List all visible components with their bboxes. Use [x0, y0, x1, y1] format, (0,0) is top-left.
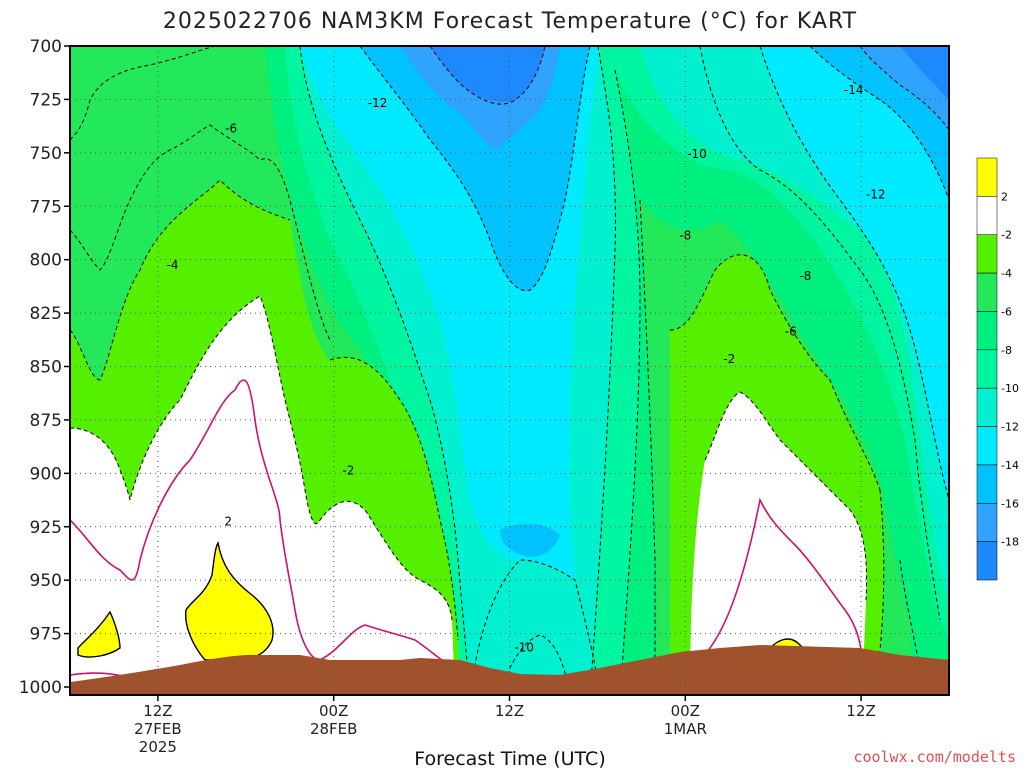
- x-tick-label: 12Z: [495, 702, 524, 720]
- colorbar-label: 2: [1001, 190, 1008, 203]
- y-tick-label: 1000: [19, 678, 62, 698]
- chart-title: 2025022706 NAM3KM Forecast Temperature (…: [163, 9, 857, 34]
- colorbar-label: -8: [1001, 344, 1012, 357]
- colorbar-label: -6: [1001, 305, 1012, 318]
- colorbar-label: -18: [1001, 536, 1019, 549]
- grid: [70, 46, 949, 695]
- colorbar-label: -12: [1001, 421, 1019, 434]
- colorbar-legend: 2 -2 -4 -6 -8 -10 -12 -14 -16 -18: [976, 157, 1019, 581]
- colorbar-bin: [976, 157, 998, 197]
- x-tick-label: 28FEB: [310, 720, 357, 738]
- contour-label: -4: [167, 258, 179, 272]
- y-tick-label: 800: [30, 251, 62, 271]
- contour-labels: -12 -14 -6 -10 -12 -8 -4 -8 -6 -2 -2 2 -10: [167, 83, 886, 655]
- contour-label: -8: [679, 228, 691, 242]
- x-tick-label: 00Z: [671, 702, 700, 720]
- x-tick-label: 2025: [139, 738, 177, 756]
- colorbar-bin: [976, 196, 998, 235]
- colorbar-bin: [976, 387, 998, 427]
- colorbar-bin: [976, 503, 998, 542]
- colorbar-bin: [976, 541, 998, 581]
- x-tick-label: 00Z: [319, 702, 348, 720]
- x-tick-label: 12Z: [143, 702, 172, 720]
- band-minus20-minus18: [430, 46, 949, 102]
- y-axis: 700 725 750 775 800 825 850 875 900 925 950 975 1000: [19, 37, 70, 698]
- dashed-contours: [70, 46, 949, 695]
- colorbar-bin: [976, 311, 998, 351]
- x-tick-label: 12Z: [846, 702, 875, 720]
- colorbar-label: -10: [1001, 382, 1019, 395]
- ground-band: [70, 645, 949, 695]
- colorbar-label: -2: [1001, 229, 1012, 242]
- contour-label: -2: [342, 463, 354, 477]
- band-minus18-minus16: [400, 46, 949, 150]
- band-above-freezing-1: [77, 610, 121, 658]
- band-near-freezing: [70, 296, 867, 695]
- colorbar-label: -14: [1001, 459, 1019, 472]
- credit-link[interactable]: coolwx.com/modelts: [853, 748, 1016, 766]
- contour-label: -6: [225, 121, 237, 135]
- contour-label: -6: [785, 324, 797, 338]
- y-tick-label: 750: [30, 144, 62, 164]
- contour-label: -8: [799, 269, 811, 283]
- contour-label: -10: [514, 641, 534, 655]
- contour-label: -12: [866, 188, 886, 202]
- y-tick-label: 975: [30, 625, 62, 645]
- contour-label: 2: [224, 515, 232, 529]
- colorbar-bin: [976, 272, 998, 312]
- contour-label: -10: [687, 147, 707, 161]
- contour-label: -2: [723, 352, 735, 366]
- x-tick-label: 1MAR: [664, 720, 707, 738]
- y-tick-label: 775: [30, 197, 62, 217]
- colorbar-bin: [976, 464, 998, 504]
- plot-area: [70, 46, 949, 695]
- x-tick-label: 27FEB: [134, 720, 181, 738]
- colorbar-bin: [976, 234, 998, 274]
- y-tick-label: 875: [30, 411, 62, 431]
- y-tick-label: 850: [30, 358, 62, 378]
- y-tick-label: 900: [30, 464, 62, 484]
- colorbar-label: -16: [1001, 497, 1019, 510]
- y-tick-label: 925: [30, 518, 62, 538]
- colorbar-bin: [976, 349, 998, 389]
- x-axis-label: Forecast Time (UTC): [414, 748, 605, 768]
- band-minus16-minus14: [360, 46, 949, 557]
- colorbar-label: -4: [1001, 267, 1012, 280]
- contour-label: -14: [844, 83, 864, 97]
- y-tick-label: 950: [30, 571, 62, 591]
- y-tick-label: 725: [30, 90, 62, 110]
- y-tick-label: 825: [30, 304, 62, 324]
- colorbar-bin: [976, 426, 998, 466]
- y-tick-label: 700: [30, 37, 62, 57]
- contour-label: -12: [368, 96, 388, 110]
